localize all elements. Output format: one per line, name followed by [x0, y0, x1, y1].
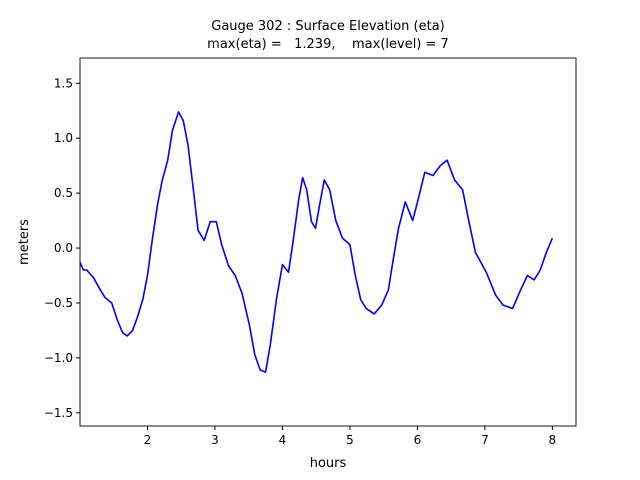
x-tick-label: 5	[346, 433, 354, 447]
x-tick-label: 7	[481, 433, 489, 447]
x-tick-label: 2	[144, 433, 152, 447]
y-tick-label: −1.0	[44, 351, 73, 365]
y-tick-label: −1.5	[44, 406, 73, 420]
y-tick-label: 1.5	[54, 76, 73, 90]
y-tick-label: 1.0	[54, 131, 73, 145]
chart-title: Gauge 302 : Surface Elevation (eta)	[211, 19, 445, 34]
chart-subtitle: max(eta) = 1.239, max(level) = 7	[207, 37, 449, 52]
data-line	[79, 111, 554, 373]
plot-frame	[79, 57, 577, 427]
y-axis-label: meters	[17, 219, 32, 265]
y-tick-label: 0.0	[54, 241, 73, 255]
x-tick-label: 8	[549, 433, 557, 447]
x-tick-label: 4	[279, 433, 287, 447]
x-axis-label: hours	[310, 456, 347, 471]
x-tick-label: 3	[211, 433, 219, 447]
y-tick-label: −0.5	[44, 296, 73, 310]
y-tick-label: 0.5	[54, 186, 73, 200]
x-tick-label: 6	[414, 433, 422, 447]
